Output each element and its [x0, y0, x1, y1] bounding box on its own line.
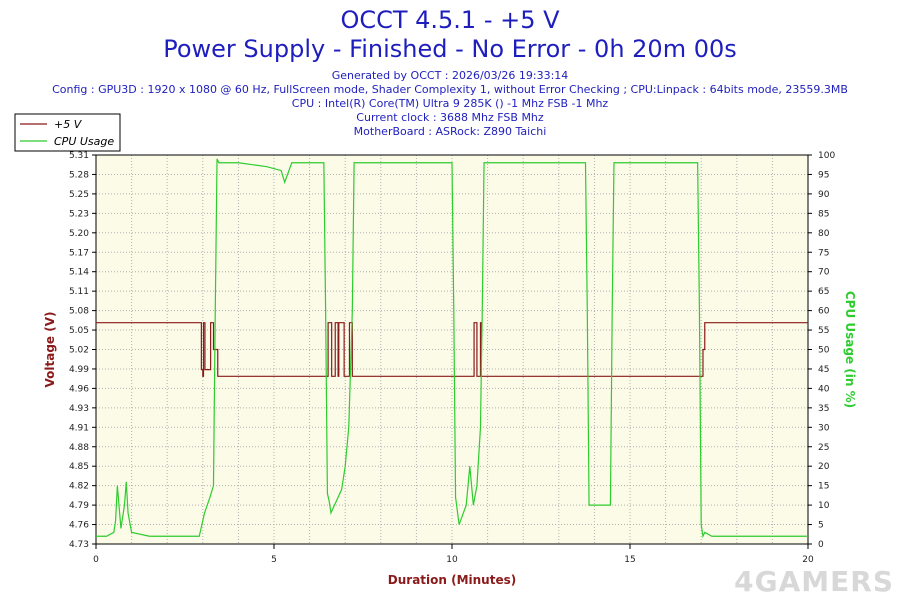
y-right-tick-label: 35 — [818, 404, 829, 414]
y-right-tick-label: 55 — [818, 326, 829, 336]
y-right-tick-label: 20 — [818, 462, 830, 472]
x-tick-label: 20 — [802, 555, 814, 565]
y-left-tick-label: 4.76 — [69, 521, 89, 531]
info-line-motherboard: MotherBoard : ASRock: Z890 Taichi — [353, 125, 547, 138]
series-group — [96, 158, 808, 539]
y-right-tick-label: 65 — [818, 287, 829, 297]
series-line-voltage — [96, 322, 808, 377]
y-right-tick-label: 75 — [818, 248, 829, 258]
y-left-tick-label: 4.99 — [69, 365, 89, 375]
y-left-tick-label: 5.08 — [69, 307, 89, 317]
y-right-tick-label: 80 — [818, 229, 830, 239]
y-left-tick-label: 5.05 — [69, 326, 89, 336]
y-left-tick-label: 5.20 — [69, 229, 89, 239]
y-right-tick-label: 30 — [818, 423, 830, 433]
y-right-tick-label: 50 — [818, 346, 830, 356]
legend: +5 V CPU Usage — [14, 113, 121, 152]
y-left-tick-label: 5.28 — [69, 170, 89, 180]
y-right-tick-label: 85 — [818, 209, 829, 219]
y-right-tick-label: 90 — [818, 190, 830, 200]
y-right-tick-label: 10 — [818, 501, 830, 511]
y-right-tick-label: 25 — [818, 443, 829, 453]
x-axis-label: Duration (Minutes) — [388, 573, 516, 587]
info-line-clock: Current clock : 3688 Mhz FSB Mhz — [356, 111, 544, 124]
y-left-tick-label: 5.17 — [69, 248, 89, 258]
axes: 4.73 0 4.76 5 4.79 10 4.82 15 4.85 20 4.88 25 4.91 30… — [69, 151, 835, 565]
info-line-generated: Generated by OCCT : 2026/03/26 19:33:14 — [331, 69, 569, 82]
series-line-cpu-usage — [96, 158, 808, 539]
y-right-tick-label: 15 — [818, 482, 829, 492]
x-tick-label: 10 — [446, 555, 458, 565]
y-left-tick-label: 4.85 — [69, 462, 89, 472]
y-left-tick-label: 4.82 — [69, 482, 89, 492]
y-left-tick-label: 5.02 — [69, 346, 89, 356]
x-tick-label: 5 — [271, 555, 277, 565]
chart-subtitle: Power Supply - Finished - No Error - 0h … — [163, 35, 737, 63]
y-right-tick-label: 45 — [818, 365, 829, 375]
legend-box — [14, 113, 121, 152]
y-axis-left-label: Voltage (V) — [43, 312, 57, 388]
y-right-tick-label: 5 — [818, 521, 824, 531]
y-left-tick-label: 4.91 — [69, 423, 89, 433]
y-left-tick-label: 4.93 — [69, 404, 89, 414]
y-right-tick-label: 40 — [818, 384, 830, 394]
y-left-tick-label: 4.96 — [69, 384, 89, 394]
y-left-tick-label: 4.73 — [69, 540, 89, 550]
y-left-tick-label: 5.25 — [69, 190, 89, 200]
legend-entry: CPU Usage — [54, 135, 114, 148]
y-left-tick-label: 4.79 — [69, 501, 89, 511]
x-tick-label: 0 — [93, 555, 99, 565]
y-left-tick-label: 5.23 — [69, 209, 89, 219]
info-line-config: Config : GPU3D : 1920 x 1080 @ 60 Hz, Fu… — [52, 83, 848, 96]
y-left-tick-label: 5.14 — [69, 268, 89, 278]
y-right-tick-label: 0 — [818, 540, 824, 550]
y-right-tick-label: 95 — [818, 170, 829, 180]
y-right-tick-label: 100 — [818, 151, 835, 161]
y-axis-right-label: CPU Usage (in %) — [843, 291, 857, 408]
plot-frame — [95, 154, 809, 545]
y-right-tick-label: 60 — [818, 307, 830, 317]
watermark-logo: 4GAMERS — [734, 565, 894, 598]
y-left-tick-label: 5.31 — [69, 151, 89, 161]
info-line-cpu: CPU : Intel(R) Core(TM) Ultra 9 285K () … — [291, 97, 609, 110]
legend-entry: +5 V — [54, 118, 83, 131]
chart-title: OCCT 4.5.1 - +5 V — [340, 6, 560, 34]
x-tick-label: 15 — [624, 555, 635, 565]
y-right-tick-label: 70 — [818, 268, 830, 278]
y-left-tick-label: 4.88 — [69, 443, 89, 453]
y-left-tick-label: 5.11 — [69, 287, 89, 297]
